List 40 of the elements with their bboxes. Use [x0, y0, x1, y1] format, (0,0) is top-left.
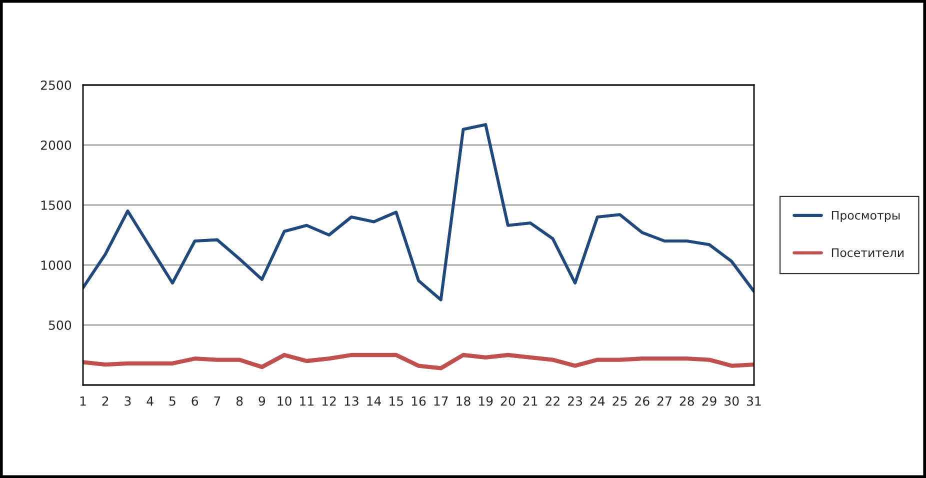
x-tick-label: 20 — [500, 396, 516, 406]
x-tick-label: 13 — [344, 396, 358, 406]
x-tick-label: 7 — [214, 396, 220, 406]
x-tick-label: 27 — [657, 396, 672, 406]
x-tick-label: 24 — [590, 396, 605, 406]
x-tick-label: 31 — [747, 396, 761, 406]
x-tick-label: 4 — [146, 396, 154, 406]
x-tick-label: 18 — [456, 396, 470, 406]
x-tick-label: 15 — [390, 396, 403, 406]
x-tick-label: 3 — [124, 396, 131, 406]
x-tick-label: 16 — [412, 396, 426, 406]
x-tick-label: 6 — [192, 396, 198, 406]
legend-label: Просмотры — [832, 210, 900, 222]
x-tick-label: 26 — [635, 396, 650, 406]
legend-label: Посетители — [832, 248, 904, 258]
x-tick-label: 2 — [102, 396, 108, 406]
x-tick-label: 1 — [80, 396, 86, 406]
x-tick-label: 21 — [523, 396, 538, 406]
x-tick-label: 17 — [434, 396, 448, 406]
y-tick-label: 1500 — [41, 200, 72, 210]
x-tick-label: 19 — [479, 396, 493, 406]
y-tick-label: 500 — [48, 320, 72, 330]
x-tick-label: 12 — [322, 396, 336, 406]
x-tick-label: 9 — [258, 396, 266, 406]
x-tick-label: 11 — [300, 396, 314, 406]
line-series — [83, 352, 754, 370]
x-tick-label: 30 — [724, 396, 739, 406]
y-tick-label: 2000 — [40, 140, 72, 150]
x-tick-label: 23 — [568, 396, 582, 406]
x-tick-label: 8 — [236, 396, 243, 406]
line-series — [83, 123, 754, 302]
y-tick-label: 1000 — [41, 260, 72, 270]
x-tick-label: 22 — [546, 396, 560, 406]
x-tick-label: 25 — [612, 396, 627, 406]
x-tick-label: 28 — [680, 396, 694, 406]
x-tick-label: 29 — [702, 396, 716, 406]
y-tick-label: 2500 — [40, 80, 72, 90]
x-tick-label: 10 — [278, 396, 292, 406]
x-tick-label: 14 — [367, 396, 382, 406]
x-tick-label: 5 — [169, 396, 176, 406]
